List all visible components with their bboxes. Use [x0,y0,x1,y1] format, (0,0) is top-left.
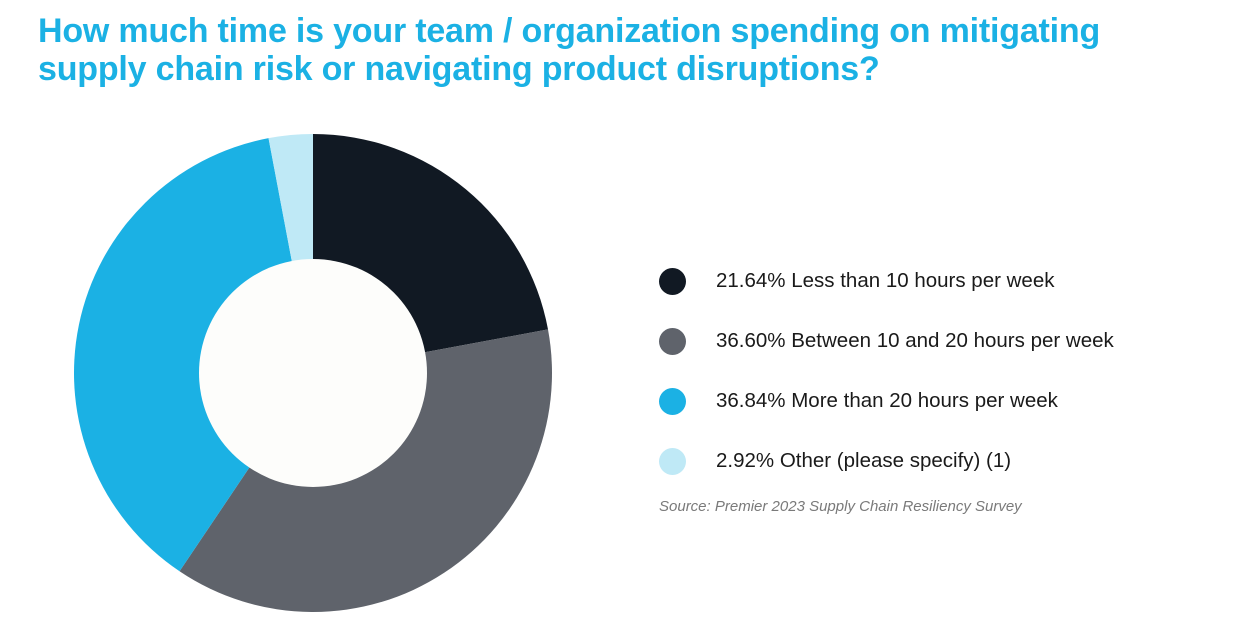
legend-swatch [659,327,686,355]
chart-legend: 21.64% Less than 10 hours per week 36.60… [659,251,1219,491]
chart-title: How much time is your team / organizatio… [38,12,1218,88]
legend-item: 36.60% Between 10 and 20 hours per week [659,311,1219,371]
chart-title-line-2: supply chain risk or navigating product … [38,50,880,88]
legend-swatch [659,447,686,475]
legend-item: 21.64% Less than 10 hours per week [659,251,1219,311]
donut-slice-3 [74,138,313,572]
legend-label: 36.84% More than 20 hours per week [716,389,1058,412]
legend-swatch [659,387,686,415]
legend-label: 2.92% Other (please specify) (1) [716,449,1012,472]
legend-label: 21.64% Less than 10 hours per week [716,269,1055,292]
legend-label: 36.60% Between 10 and 20 hours per week [716,329,1114,352]
source-note: Source: Premier 2023 Supply Chain Resili… [659,498,1022,515]
chart-title-line-1: How much time is your team / organizatio… [38,12,1101,50]
legend-item: 36.84% More than 20 hours per week [659,371,1219,431]
donut-hole [199,259,427,487]
legend-item: 2.92% Other (please specify) (1) [659,431,1219,491]
legend-swatch [659,267,686,295]
